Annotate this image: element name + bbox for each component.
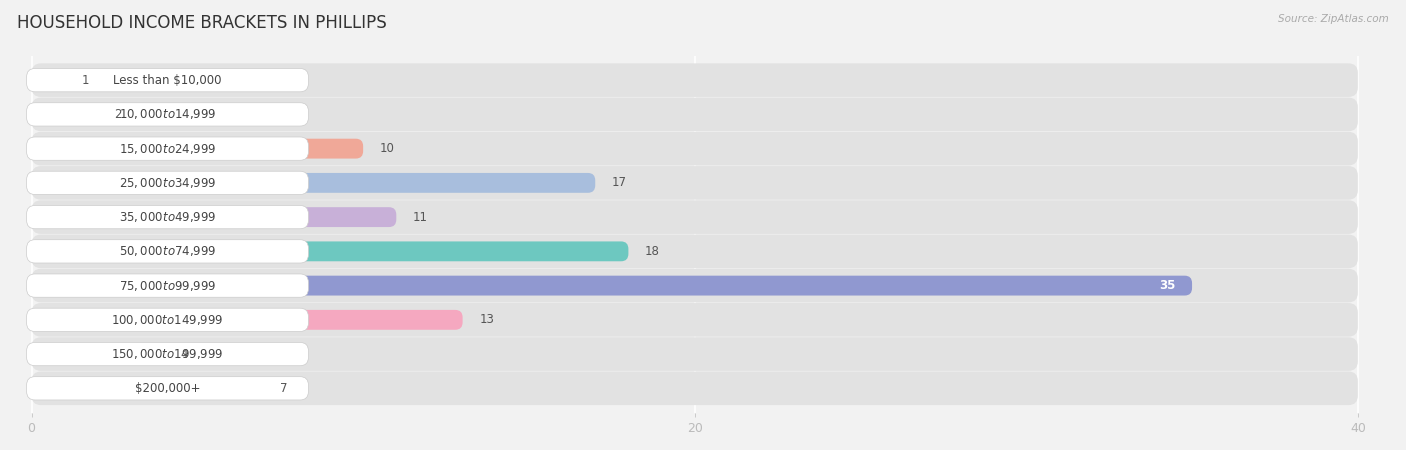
FancyBboxPatch shape xyxy=(27,68,308,92)
FancyBboxPatch shape xyxy=(31,303,1358,337)
FancyBboxPatch shape xyxy=(31,276,1192,296)
Text: 1: 1 xyxy=(82,74,89,87)
FancyBboxPatch shape xyxy=(27,206,308,229)
Text: HOUSEHOLD INCOME BRACKETS IN PHILLIPS: HOUSEHOLD INCOME BRACKETS IN PHILLIPS xyxy=(17,14,387,32)
Text: 7: 7 xyxy=(280,382,288,395)
Text: $25,000 to $34,999: $25,000 to $34,999 xyxy=(118,176,217,190)
FancyBboxPatch shape xyxy=(27,103,308,126)
FancyBboxPatch shape xyxy=(31,372,1358,405)
FancyBboxPatch shape xyxy=(31,310,463,330)
FancyBboxPatch shape xyxy=(27,171,308,194)
FancyBboxPatch shape xyxy=(31,269,1358,302)
Text: $200,000+: $200,000+ xyxy=(135,382,200,395)
FancyBboxPatch shape xyxy=(31,70,65,90)
FancyBboxPatch shape xyxy=(31,234,1358,268)
FancyBboxPatch shape xyxy=(31,200,1358,234)
Text: 13: 13 xyxy=(479,313,494,326)
Text: 35: 35 xyxy=(1159,279,1175,292)
FancyBboxPatch shape xyxy=(31,242,628,261)
FancyBboxPatch shape xyxy=(31,173,595,193)
FancyBboxPatch shape xyxy=(27,342,308,366)
Text: $35,000 to $49,999: $35,000 to $49,999 xyxy=(118,210,217,224)
FancyBboxPatch shape xyxy=(31,139,363,158)
Text: 2: 2 xyxy=(114,108,122,121)
Text: Less than $10,000: Less than $10,000 xyxy=(114,74,222,87)
Text: $15,000 to $24,999: $15,000 to $24,999 xyxy=(118,142,217,156)
Text: 18: 18 xyxy=(645,245,659,258)
Text: $150,000 to $199,999: $150,000 to $199,999 xyxy=(111,347,224,361)
FancyBboxPatch shape xyxy=(31,344,165,364)
Text: 10: 10 xyxy=(380,142,395,155)
FancyBboxPatch shape xyxy=(31,378,264,398)
FancyBboxPatch shape xyxy=(27,377,308,400)
Text: $10,000 to $14,999: $10,000 to $14,999 xyxy=(118,108,217,122)
FancyBboxPatch shape xyxy=(31,63,1358,97)
FancyBboxPatch shape xyxy=(31,207,396,227)
FancyBboxPatch shape xyxy=(27,137,308,160)
FancyBboxPatch shape xyxy=(31,166,1358,200)
FancyBboxPatch shape xyxy=(31,104,98,124)
FancyBboxPatch shape xyxy=(27,274,308,297)
Text: 17: 17 xyxy=(612,176,627,189)
Text: $75,000 to $99,999: $75,000 to $99,999 xyxy=(118,279,217,292)
FancyBboxPatch shape xyxy=(27,308,308,332)
Text: $100,000 to $149,999: $100,000 to $149,999 xyxy=(111,313,224,327)
Text: Source: ZipAtlas.com: Source: ZipAtlas.com xyxy=(1278,14,1389,23)
Text: $50,000 to $74,999: $50,000 to $74,999 xyxy=(118,244,217,258)
FancyBboxPatch shape xyxy=(31,338,1358,371)
FancyBboxPatch shape xyxy=(27,240,308,263)
FancyBboxPatch shape xyxy=(31,98,1358,131)
Text: 4: 4 xyxy=(181,347,188,360)
FancyBboxPatch shape xyxy=(31,132,1358,166)
Text: 11: 11 xyxy=(413,211,427,224)
